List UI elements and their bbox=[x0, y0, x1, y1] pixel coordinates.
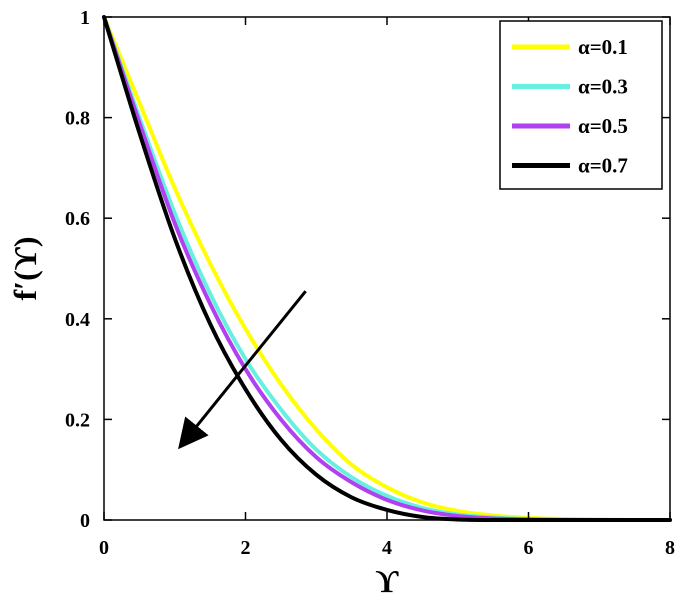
x-tick-label: 2 bbox=[241, 537, 251, 559]
legend: α=0.1 α=0.3 α=0.5 α=0.7 bbox=[499, 20, 663, 190]
y-axis-label: f′(ϒ) bbox=[7, 236, 43, 300]
y-tick-label: 0.2 bbox=[65, 409, 90, 431]
legend-label-2: α=0.3 bbox=[578, 75, 628, 99]
y-tick-label: 0 bbox=[80, 510, 90, 532]
y-tick-label: 0.8 bbox=[65, 108, 90, 130]
trend-arrow bbox=[178, 290, 307, 450]
x-tick-label: 0 bbox=[99, 537, 109, 559]
legend-label-1: α=0.1 bbox=[578, 35, 628, 59]
x-tick-label: 8 bbox=[665, 537, 675, 559]
legend-label-3: α=0.5 bbox=[578, 114, 628, 138]
legend-label-4: α=0.7 bbox=[578, 154, 628, 178]
y-tick-label: 1 bbox=[80, 7, 90, 29]
y-tick-label: 0.4 bbox=[65, 309, 90, 331]
x-tick-label: 6 bbox=[524, 537, 534, 559]
x-axis-label: ϒ bbox=[375, 563, 399, 599]
y-tick-label: 0.6 bbox=[65, 208, 90, 230]
x-tick-label: 4 bbox=[382, 537, 392, 559]
tick-layer: 0 2 4 6 8 0 0.2 0.4 0.6 0.8 1 bbox=[65, 7, 675, 559]
annotation-layer bbox=[178, 290, 307, 450]
